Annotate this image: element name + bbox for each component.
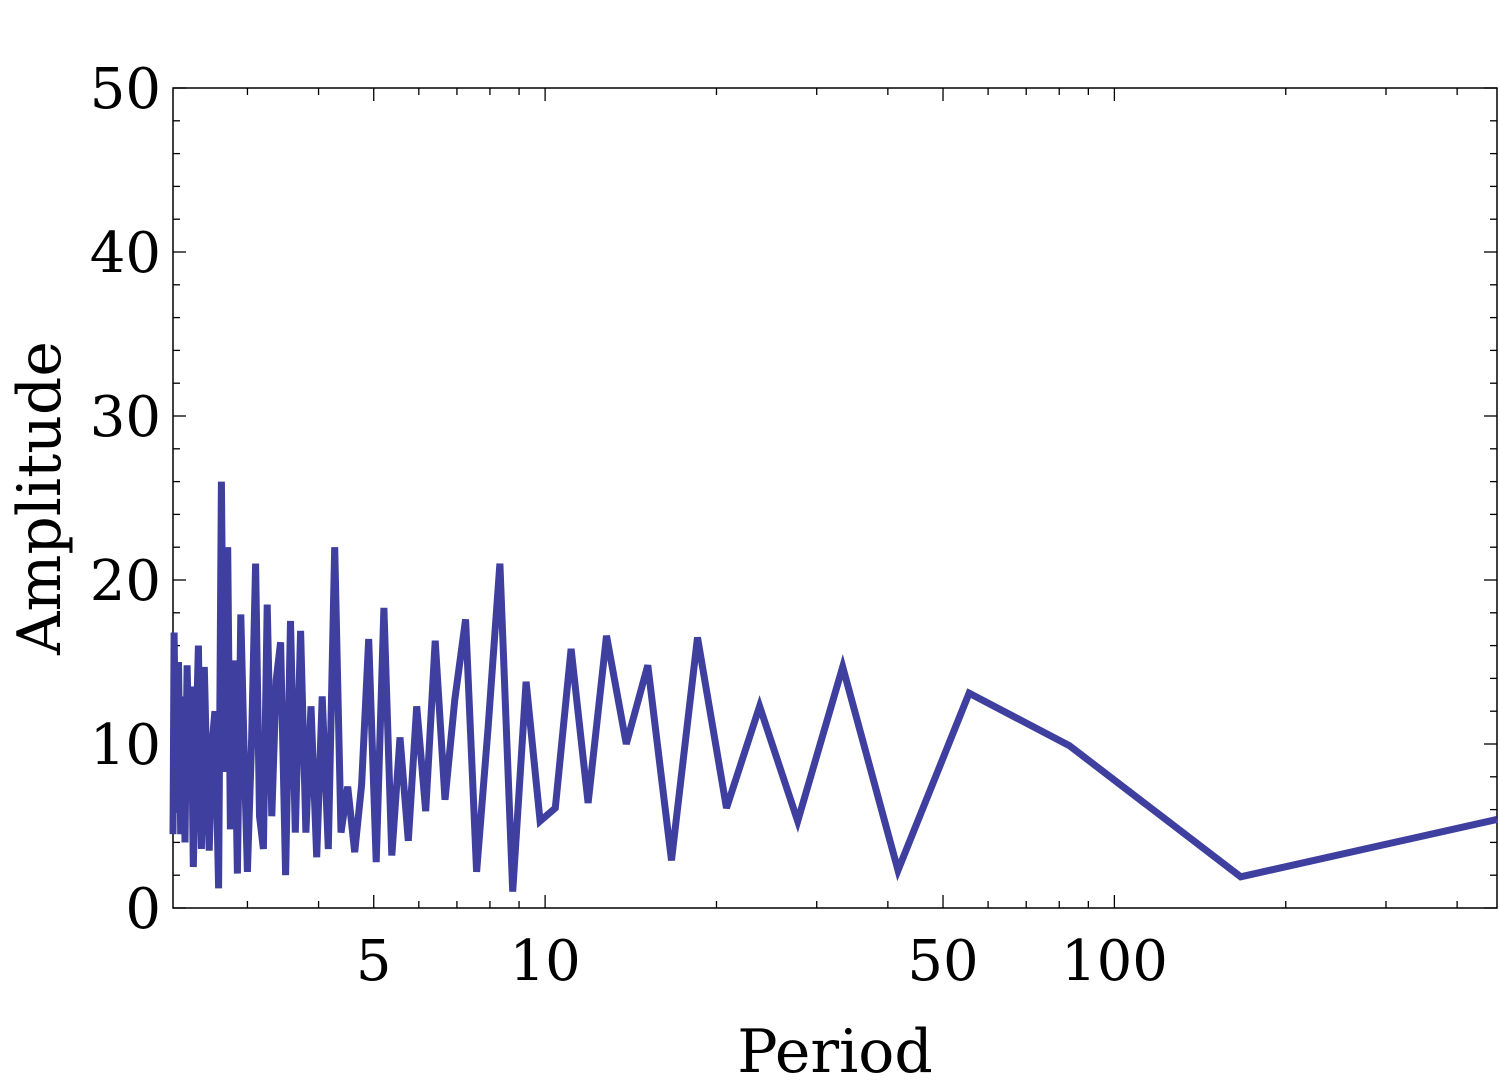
x-tick-label: 100 (1061, 929, 1168, 994)
x-tick-label: 10 (509, 929, 580, 994)
y-tick-label: 0 (125, 877, 161, 942)
y-tick-label: 50 (90, 57, 161, 122)
y-tick-label: 10 (90, 713, 161, 778)
x-tick-label: 5 (356, 929, 392, 994)
y-tick-label: 30 (90, 385, 161, 450)
y-tick-label: 40 (90, 221, 161, 286)
x-tick-labels: 5 10 50 100 (356, 929, 1168, 994)
x-axis-title: Period (737, 1017, 933, 1087)
series-line-amplitude (169, 481, 1498, 892)
y-axis-title: Amplitude (5, 341, 75, 656)
plot-frame (172, 87, 1498, 909)
y-tick-label: 20 (90, 549, 161, 614)
axis-ticks (173, 87, 1497, 909)
y-tick-labels: 0 10 20 30 40 50 (90, 57, 161, 942)
x-tick-label: 50 (907, 929, 978, 994)
